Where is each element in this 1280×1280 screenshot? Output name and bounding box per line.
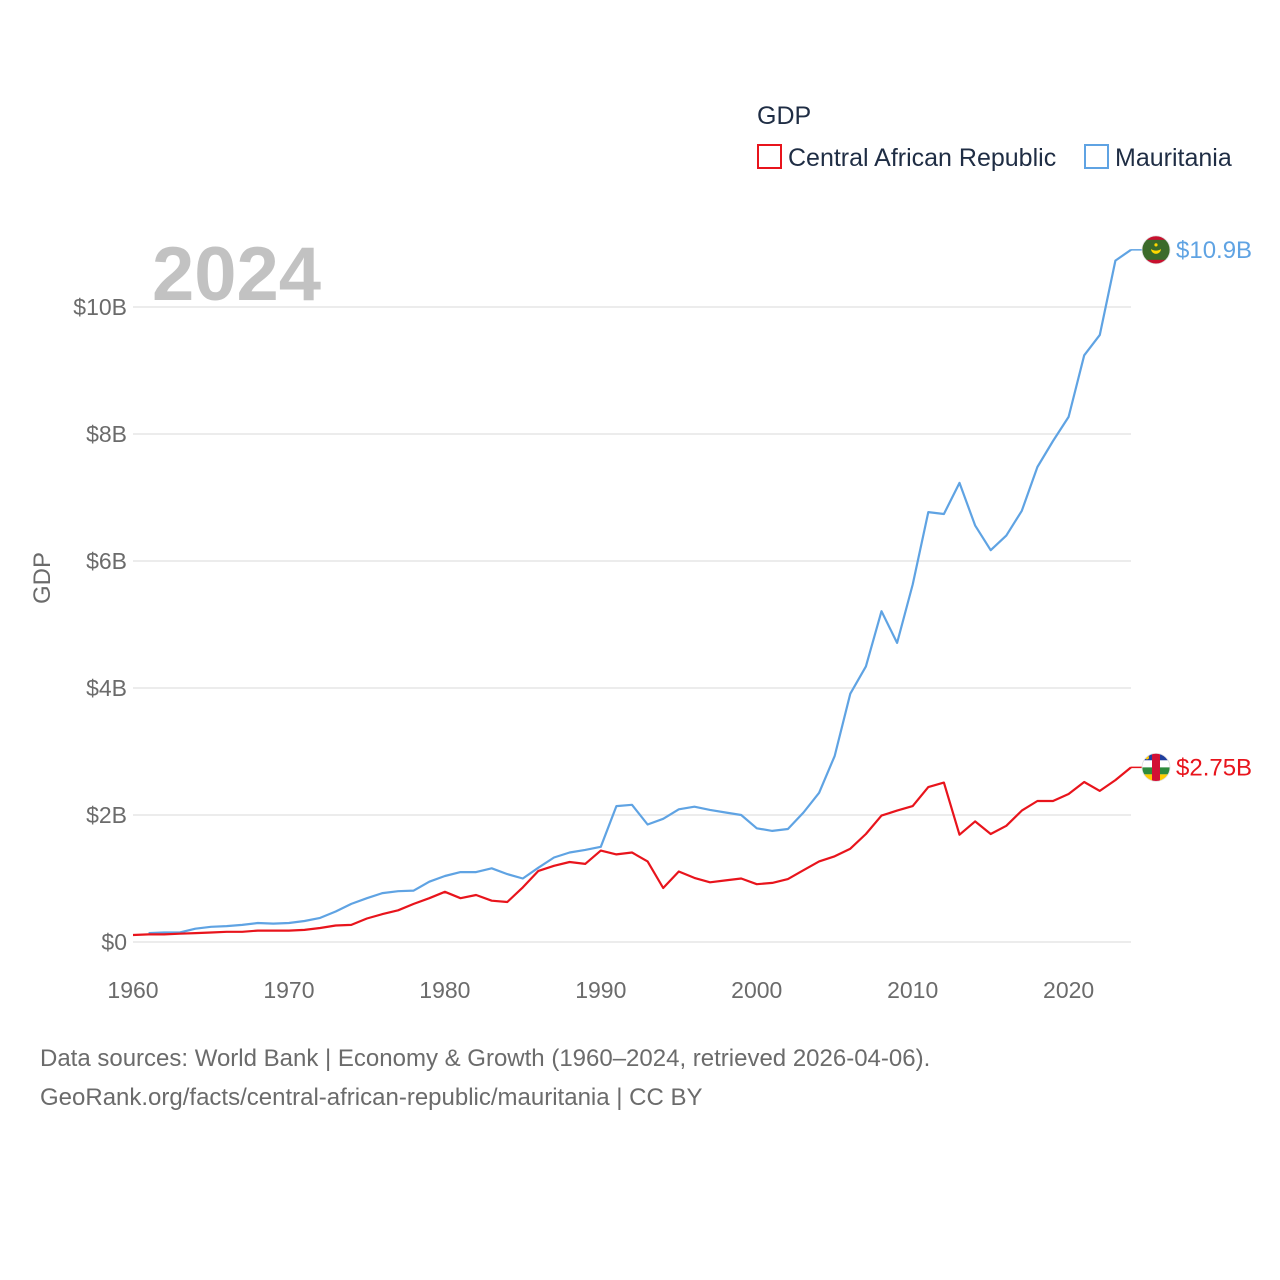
legend-swatch-central-african-republic bbox=[757, 144, 782, 169]
series-end-markers: $2.75B $10.9B bbox=[1131, 235, 1252, 782]
legend: GDP Central African Republic Mauritania bbox=[757, 102, 1232, 172]
y-axis-ticks: $0 $2B $4B $6B $8B $10B bbox=[73, 294, 127, 955]
legend-label-mauritania: Mauritania bbox=[1115, 144, 1232, 172]
legend-item-central-african-republic[interactable]: Central African Republic bbox=[757, 144, 1056, 172]
x-axis-ticks: 1960 1970 1980 1990 2000 2010 2020 bbox=[107, 977, 1094, 1003]
x-tick-label: 1990 bbox=[575, 977, 626, 1003]
end-value-label: $10.9B bbox=[1176, 237, 1252, 264]
x-tick-label: 2010 bbox=[887, 977, 938, 1003]
central-african-republic-flag-icon bbox=[1141, 752, 1171, 782]
footer-sources: Data sources: World Bank | Economy & Gro… bbox=[40, 1045, 931, 1072]
legend-label-central-african-republic: Central African Republic bbox=[788, 144, 1056, 172]
year-label: 2024 bbox=[152, 232, 321, 317]
legend-swatch-mauritania bbox=[1084, 144, 1109, 169]
x-tick-label: 1960 bbox=[107, 977, 158, 1003]
y-tick-label: $10B bbox=[73, 294, 127, 320]
mauritania-flag-icon bbox=[1141, 235, 1171, 265]
y-tick-label: $6B bbox=[86, 548, 127, 574]
series-line-central-african-republic bbox=[132, 766, 1132, 937]
legend-item-mauritania[interactable]: Mauritania bbox=[1084, 144, 1232, 172]
series-lines bbox=[132, 248, 1132, 937]
series-line-mauritania bbox=[148, 248, 1132, 935]
y-tick-label: $2B bbox=[86, 802, 127, 828]
grid-lines bbox=[133, 306, 1131, 943]
y-tick-label: $8B bbox=[86, 421, 127, 447]
legend-title: GDP bbox=[757, 102, 811, 130]
x-tick-label: 2020 bbox=[1043, 977, 1094, 1003]
end-value-label: $2.75B bbox=[1176, 754, 1252, 781]
x-tick-label: 2000 bbox=[731, 977, 782, 1003]
y-tick-label: $0 bbox=[101, 929, 127, 955]
x-tick-label: 1980 bbox=[419, 977, 470, 1003]
y-tick-label: $4B bbox=[86, 675, 127, 701]
footer-attribution: GeoRank.org/facts/central-african-republ… bbox=[40, 1084, 703, 1111]
x-tick-label: 1970 bbox=[263, 977, 314, 1003]
y-axis-title: GDP bbox=[29, 552, 56, 604]
